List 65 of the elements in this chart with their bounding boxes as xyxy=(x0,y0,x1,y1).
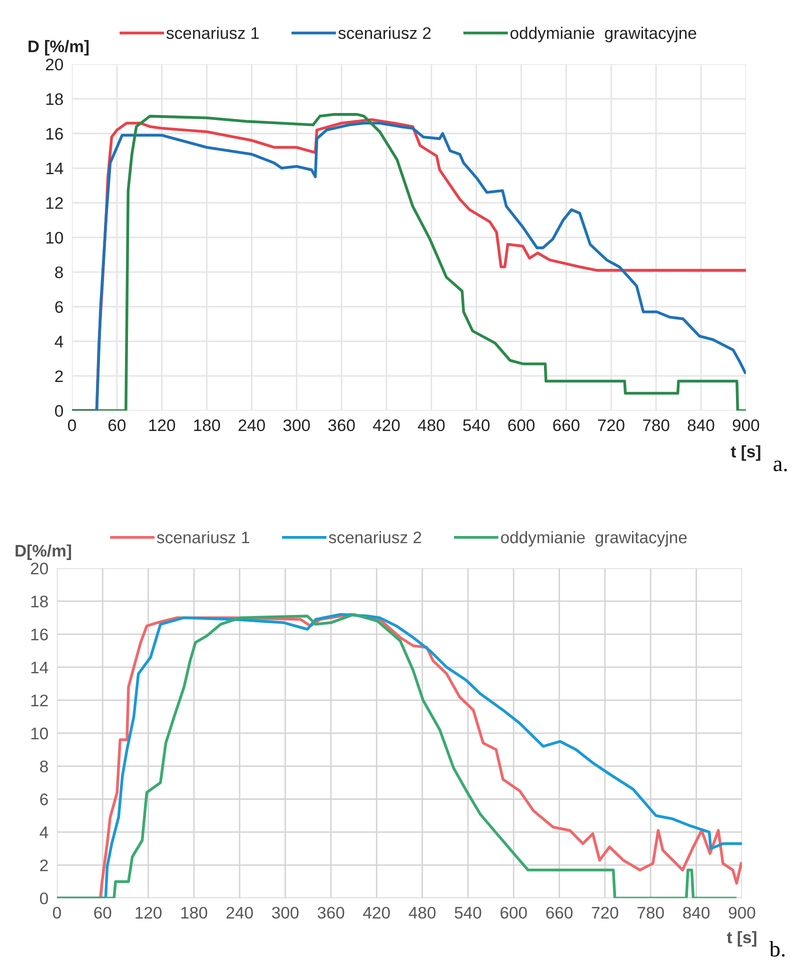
y-tick-label: 6 xyxy=(55,301,63,313)
y-tick-label: 4 xyxy=(40,826,48,838)
y-tick-label: 10 xyxy=(46,232,63,244)
x-tick-label: 60 xyxy=(108,419,126,432)
legend-label: oddymianie grawitacyjne xyxy=(510,26,696,42)
text: a. xyxy=(774,460,787,472)
x-axis-title: t [s] xyxy=(730,445,760,461)
legend-label: oddymianie grawitacyjne xyxy=(500,531,687,547)
y-tick-label: 6 xyxy=(40,794,48,806)
x-tick-label: 900 xyxy=(728,906,756,919)
x-tick-label: 780 xyxy=(643,419,670,432)
y-tick-label: 18 xyxy=(46,93,63,106)
y-tick-label: 12 xyxy=(46,197,63,209)
x-tick-label: 180 xyxy=(181,906,208,919)
y-tick-label: 20 xyxy=(46,58,63,70)
x-tick-label: 240 xyxy=(226,906,253,919)
x-tick-label: 360 xyxy=(328,419,355,432)
y-tick-label: 2 xyxy=(55,370,63,382)
text: b. xyxy=(769,940,785,957)
x-tick-label: 720 xyxy=(592,906,618,919)
x-tick-label: 120 xyxy=(149,419,176,432)
y-tick-label: 4 xyxy=(54,336,64,348)
x-tick-label: 420 xyxy=(363,906,390,919)
x-tick-label: 540 xyxy=(463,419,490,432)
x-tick-label: 840 xyxy=(688,419,714,432)
x-tick-label: 600 xyxy=(500,906,527,919)
y-tick-label: 20 xyxy=(30,562,48,574)
x-tick-label: 480 xyxy=(418,419,445,432)
legend-label: scenariusz 1 xyxy=(156,531,250,544)
y-tick-label: 12 xyxy=(31,694,48,706)
y-axis-title: D [%/m] xyxy=(28,40,89,56)
y-tick-label: 16 xyxy=(46,128,63,140)
y-tick-label: 14 xyxy=(31,662,48,674)
y-tick-label: 18 xyxy=(31,596,48,608)
y-tick-label: 0 xyxy=(55,405,63,417)
y-tick-label: 8 xyxy=(55,266,63,278)
x-axis-title: t [s] xyxy=(726,931,756,947)
x-tick-label: 300 xyxy=(272,906,299,919)
y-tick-label: 2 xyxy=(40,859,48,872)
x-tick-label: 720 xyxy=(598,419,624,432)
y-axis-title: D[%/m] xyxy=(16,544,72,560)
x-tick-label: 600 xyxy=(508,419,535,432)
x-tick-label: 420 xyxy=(372,419,400,432)
x-tick-label: 660 xyxy=(553,419,580,432)
x-tick-label: 900 xyxy=(732,419,760,432)
x-tick-label: 300 xyxy=(283,419,310,432)
legend-label: scenariusz 2 xyxy=(328,531,422,544)
x-tick-label: 480 xyxy=(408,906,436,919)
x-tick-label: 120 xyxy=(136,906,162,919)
x-tick-label: 180 xyxy=(194,419,220,432)
y-tick-label: 14 xyxy=(46,162,64,174)
x-tick-label: 780 xyxy=(638,906,664,919)
x-tick-label: 0 xyxy=(68,419,76,432)
x-tick-label: 60 xyxy=(94,906,112,919)
x-tick-label: 360 xyxy=(318,906,344,919)
x-tick-label: 840 xyxy=(683,906,710,919)
legend-label: scenariusz 1 xyxy=(166,26,259,39)
x-tick-label: 540 xyxy=(454,906,482,919)
y-tick-label: 8 xyxy=(40,760,48,772)
y-tick-label: 0 xyxy=(40,892,48,904)
legend-label: scenariusz 2 xyxy=(338,26,431,39)
y-tick-label: 16 xyxy=(31,628,48,640)
x-tick-label: 660 xyxy=(546,906,573,919)
x-tick-label: 240 xyxy=(238,419,265,432)
y-tick-label: 10 xyxy=(31,728,48,740)
